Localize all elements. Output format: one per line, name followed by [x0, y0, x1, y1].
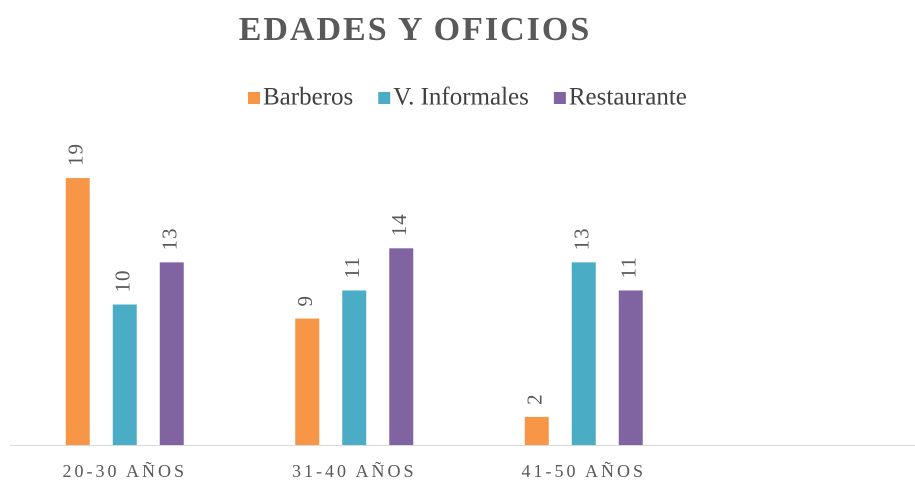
data-label: 2 [523, 393, 547, 405]
x-tick-label: 31-40 AÑOS [292, 460, 417, 481]
bar [524, 416, 549, 445]
x-tick-label: 41-50 AÑOS [521, 460, 646, 481]
bar [389, 248, 414, 445]
bar [65, 178, 90, 446]
data-label: 11 [340, 256, 364, 278]
bar [571, 262, 596, 445]
bar [342, 290, 367, 445]
data-label: 13 [158, 227, 182, 250]
data-label: 11 [617, 256, 641, 278]
x-tick-label: 20-30 AÑOS [62, 460, 187, 481]
legend-label: Restaurante [569, 84, 687, 111]
legend-label: V. Informales [393, 84, 529, 111]
bar [112, 304, 137, 445]
bar [618, 290, 643, 445]
legend-swatch [378, 92, 391, 104]
bar [159, 262, 184, 445]
legend-swatch [248, 92, 260, 104]
data-label: 10 [111, 270, 135, 293]
data-label: 14 [387, 213, 411, 236]
legend-swatch [553, 92, 566, 104]
data-label: 9 [293, 295, 317, 307]
chart-title: EDADES Y OFICIOS [239, 11, 592, 48]
data-label: 19 [64, 143, 88, 166]
legend-label: Barberos [263, 84, 353, 111]
bar [295, 318, 320, 445]
data-label: 13 [570, 227, 594, 250]
